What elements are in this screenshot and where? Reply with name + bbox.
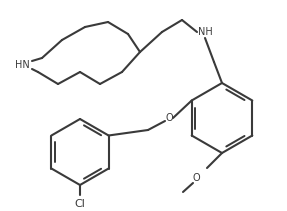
Text: HN: HN — [15, 60, 29, 70]
Text: NH: NH — [198, 27, 212, 37]
Text: O: O — [165, 113, 173, 123]
Text: O: O — [192, 173, 200, 183]
Text: Cl: Cl — [75, 199, 86, 209]
